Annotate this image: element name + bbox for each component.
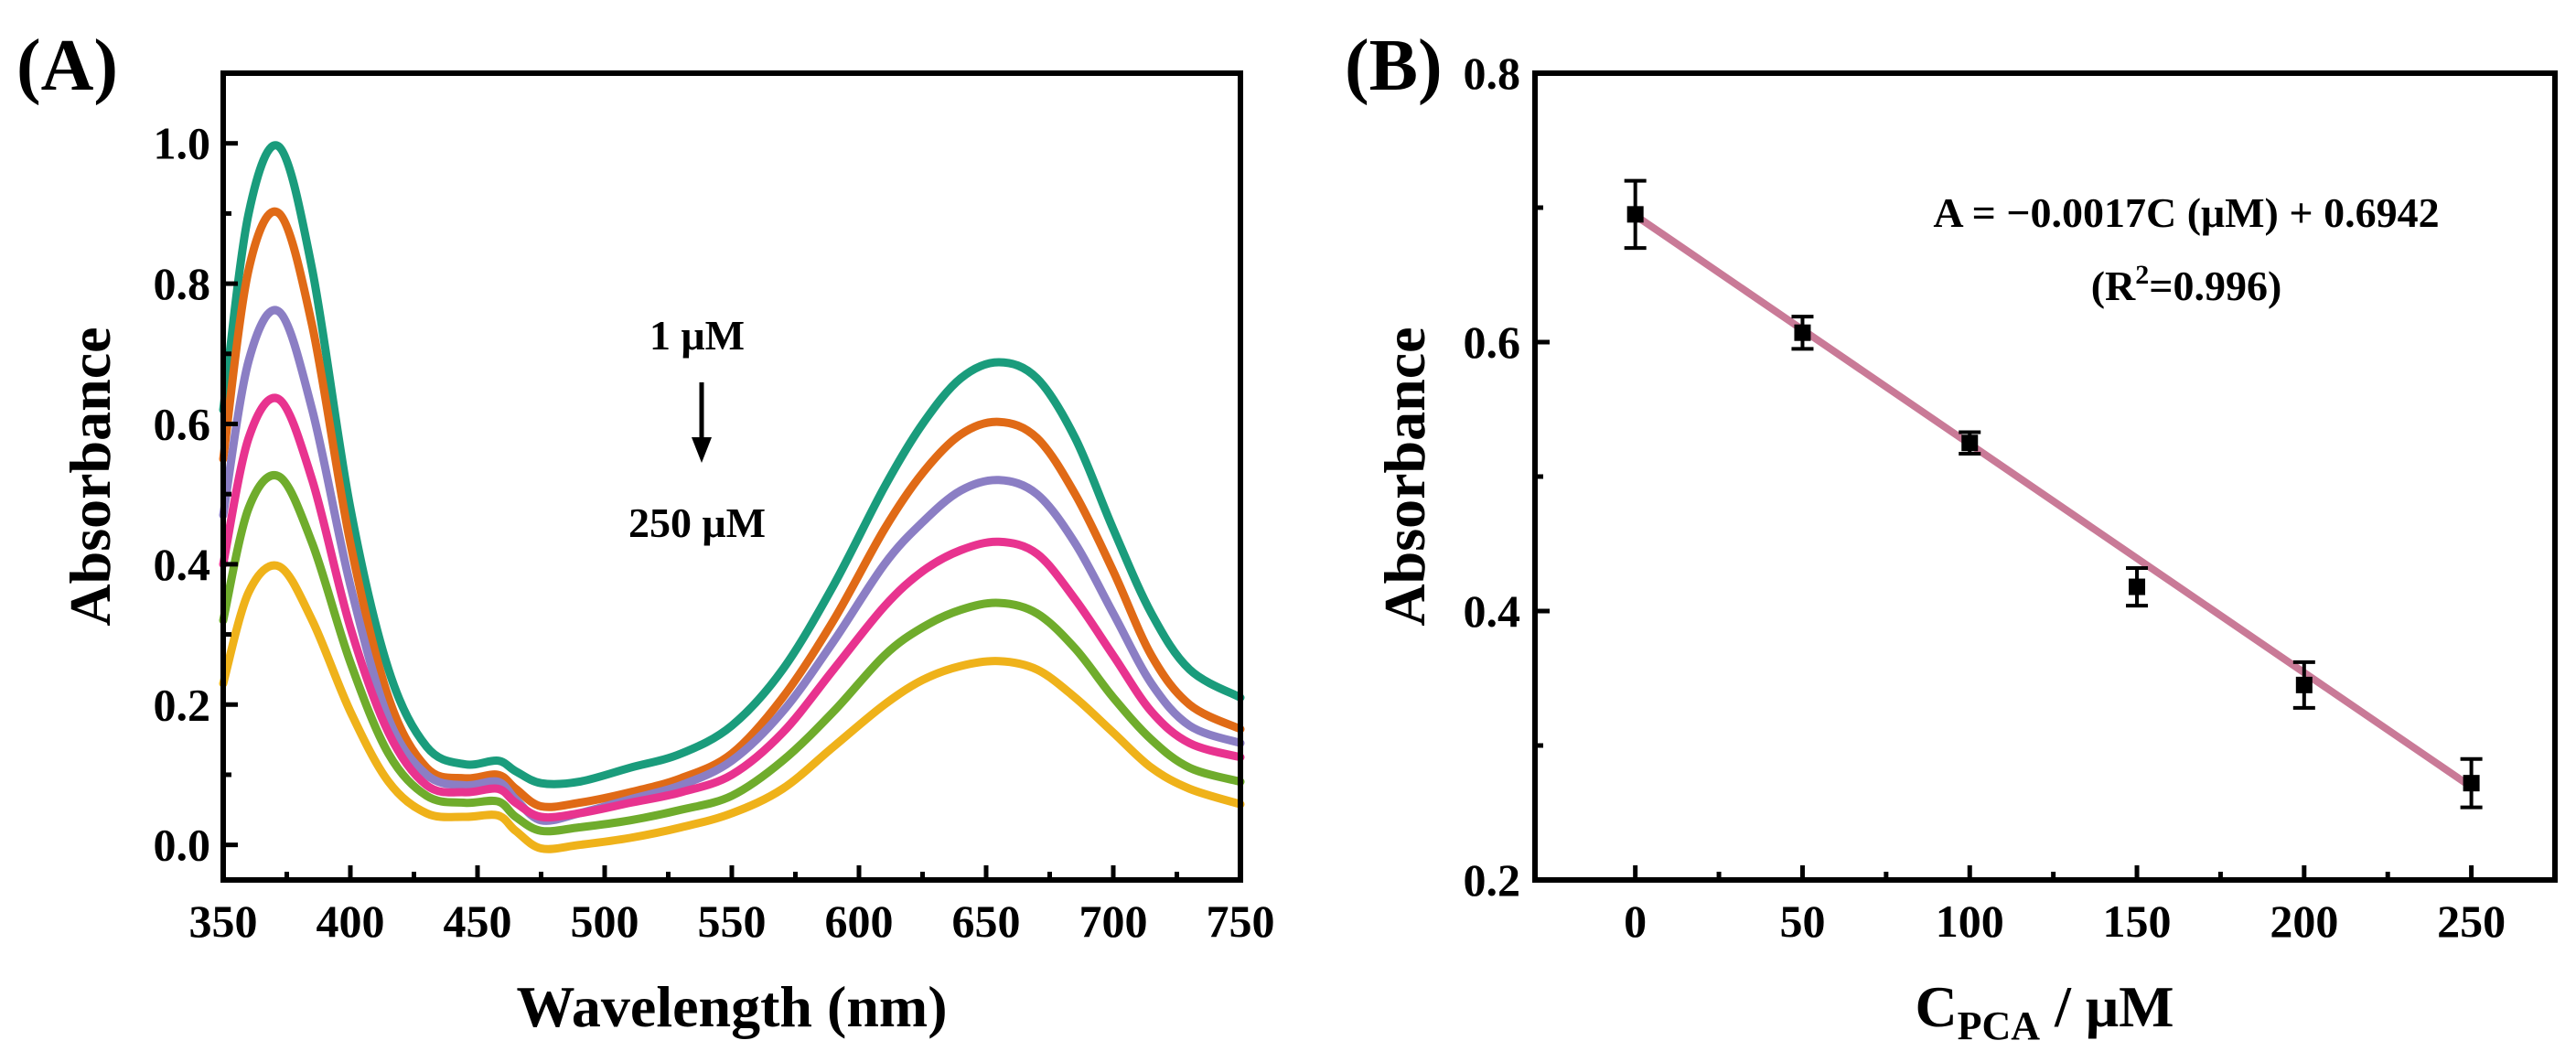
b-y-tick-label: 0.4 [1464, 585, 1521, 637]
data-point [2295, 676, 2313, 693]
a-x-tick-label: 450 [444, 896, 512, 947]
panel-a-y-axis-title: Absorbance [58, 327, 123, 626]
panel-b-x-axis-title: CPCA / μM [1915, 974, 2174, 1048]
panel-b-ticks [1535, 70, 2474, 883]
annotation-bottom-concentration: 250 μM [628, 499, 766, 546]
spectrum-line-3 [219, 393, 1245, 822]
panel-a-y-tick-labels: 0.0 0.2 0.4 0.6 0.8 1.0 [154, 118, 211, 871]
panel-a-curves [219, 141, 1245, 853]
a-x-tick-label: 400 [317, 896, 385, 947]
panel-b-label: (B) [1345, 26, 1443, 106]
a-x-tick-label: 700 [1079, 896, 1148, 947]
panel-b-y-tick-labels: 0.2 0.4 0.6 0.8 [1464, 48, 1521, 906]
b-x-tick-label: 50 [1779, 896, 1825, 947]
a-x-tick-label: 550 [698, 896, 767, 947]
a-x-tick-label: 750 [1207, 896, 1275, 947]
b-x-tick-label: 0 [1624, 896, 1647, 947]
a-y-tick-label: 0.2 [154, 679, 211, 730]
a-x-tick-label: 350 [189, 896, 258, 947]
panel-b-y-axis-title: Absorbance [1372, 327, 1437, 626]
a-x-tick-label: 650 [952, 896, 1021, 947]
panel-b-points [1624, 178, 2483, 810]
panel-a-x-axis-title: Wavelength (nm) [516, 974, 947, 1039]
panel-a-x-tick-labels: 350 400 450 500 550 600 650 700 750 [189, 896, 1275, 947]
panel-b-x-tick-labels: 0 50 100 150 200 250 [1624, 896, 2506, 947]
b-y-tick-label: 0.8 [1464, 48, 1521, 99]
r2-suffix: =0.996) [2149, 263, 2281, 309]
fit-line [1631, 211, 2475, 791]
spectrum-line-4 [219, 471, 1245, 836]
data-point [2129, 578, 2146, 595]
data-point [1961, 434, 1979, 452]
spectrum-line-0 [219, 141, 1245, 788]
r2-superscript: 2 [2135, 260, 2149, 290]
annotation-top-concentration: 1 μM [649, 312, 745, 359]
x-title-rest: / μM [2040, 974, 2174, 1039]
b-x-tick-label: 200 [2270, 896, 2338, 947]
a-x-tick-label: 500 [571, 896, 639, 947]
panel-a-label: (A) [16, 26, 118, 106]
fit-r-squared: (R2=0.996) [2091, 260, 2282, 309]
r2-prefix: (R [2091, 263, 2136, 309]
a-y-tick-label: 0.0 [154, 820, 211, 871]
b-y-tick-label: 0.6 [1464, 316, 1521, 368]
a-y-tick-label: 0.8 [154, 258, 211, 309]
data-point [1626, 206, 1644, 223]
b-x-tick-label: 100 [1936, 896, 2004, 947]
data-point [2463, 775, 2480, 792]
x-title-main: C [1915, 974, 1957, 1039]
panel-b: (B) 0 50 100 150 200 250 0.2 0.4 0.6 0.8 CPCA / … [1345, 26, 2558, 1048]
b-x-tick-label: 250 [2437, 896, 2506, 947]
a-x-tick-label: 600 [825, 896, 894, 947]
panel-b-fit-layer [1631, 211, 2475, 791]
a-y-tick-label: 0.6 [154, 398, 211, 449]
panel-a-ticks [220, 141, 1243, 880]
x-title-subscript: PCA [1958, 1003, 2041, 1048]
spectrum-line-2 [219, 306, 1245, 825]
spectrum-line-5 [219, 561, 1245, 853]
a-y-tick-label: 1.0 [154, 118, 211, 169]
spectrum-line-1 [219, 207, 1245, 811]
a-y-tick-label: 0.4 [154, 539, 211, 590]
b-y-tick-label: 0.2 [1464, 854, 1521, 906]
fit-equation: A = −0.0017C (μM) + 0.6942 [1933, 189, 2439, 236]
b-x-tick-label: 150 [2103, 896, 2172, 947]
concentration-arrow-head [692, 437, 712, 463]
data-point [1794, 324, 1811, 341]
panel-a: (A) 350 400 450 500 550 600 650 700 750 0.00.20.… [16, 26, 1275, 1039]
